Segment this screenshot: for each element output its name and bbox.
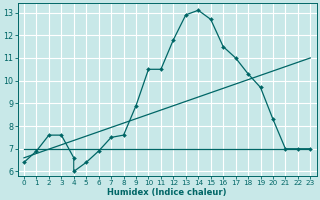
X-axis label: Humidex (Indice chaleur): Humidex (Indice chaleur) xyxy=(108,188,227,197)
